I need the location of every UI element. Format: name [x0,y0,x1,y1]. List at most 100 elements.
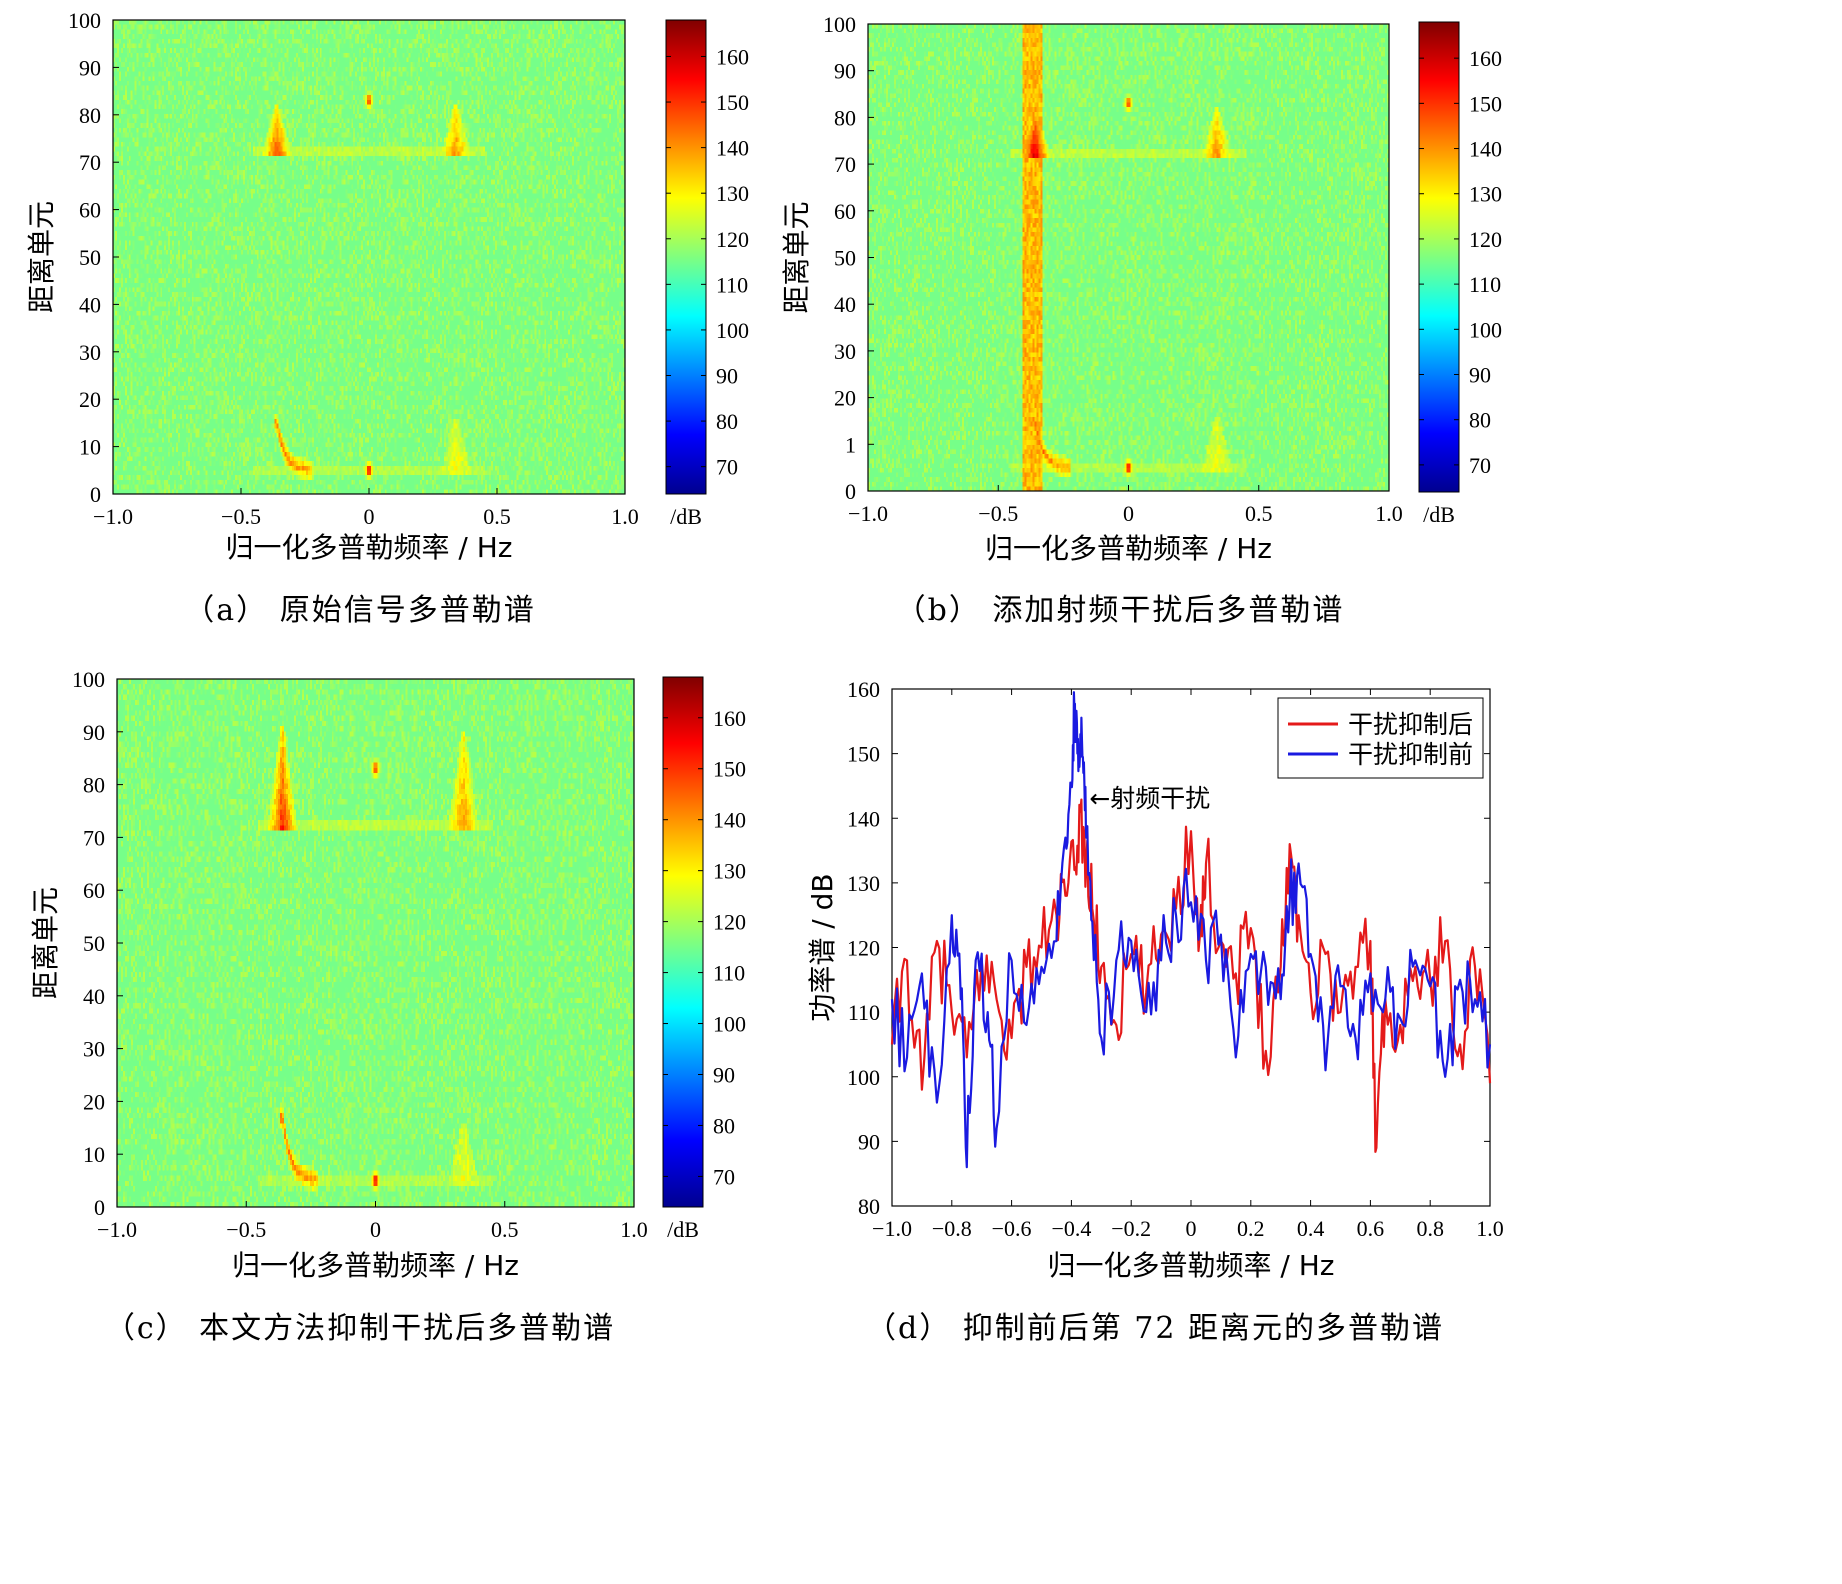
x-tick-label: −0.5 [226,1217,266,1242]
y-tick-label: 60 [83,878,105,903]
y-tick-label: 40 [83,984,105,1009]
x-tick-label: 0.4 [1297,1216,1325,1241]
colorbar-gradient [1418,21,1460,493]
y-tick-label: 0 [90,482,101,507]
y-tick-label: 30 [83,1037,105,1062]
y-axis-title: 距离单元 [780,201,813,313]
y-tick-label: 70 [83,825,105,850]
y-tick-label: 90 [858,1129,880,1154]
x-tick-label: 0 [1186,1216,1197,1241]
y-tick-label: 40 [834,292,856,317]
y-tick-label: 30 [834,339,856,364]
colorbar-tick-label: 150 [1469,91,1502,116]
colorbar-tick-label: 140 [713,808,746,833]
y-tick-label: 60 [79,198,101,223]
y-tick-label: 30 [79,340,101,365]
colorbar-tick-label: 100 [1469,317,1502,342]
colorbar-tick-label: 130 [716,181,749,206]
colorbar-tick-label: 130 [1469,182,1502,207]
colorbar-tick-label: 90 [713,1063,735,1088]
y-axis-title: 距离单元 [25,201,58,313]
x-axis-title: 归一化多普勒频率 / Hz [985,532,1272,565]
y-tick-label: 100 [823,12,856,37]
y-axis-title: 距离单元 [29,887,62,999]
y-tick-label: 0 [845,479,856,504]
x-tick-label: −0.2 [1111,1216,1151,1241]
colorbar-tick-label: 160 [716,44,749,69]
y-tick-label: 50 [834,246,856,271]
annotation-rf-interference: ←射频干扰 [1089,784,1210,813]
x-tick-label: −0.6 [992,1216,1032,1241]
x-tick-label: −0.5 [978,501,1018,526]
colorbar-tick-label: 160 [1469,46,1502,71]
colorbar-tick-label: 120 [716,227,749,252]
colorbar-tick-label: 90 [716,364,738,389]
panel-caption: （b） 添加射频干扰后多普勒谱 [896,593,1345,628]
colorbar-tick-label: 120 [713,910,746,935]
x-axis-title: 归一化多普勒频率 / Hz [1048,1249,1335,1282]
y-tick-label: 70 [834,152,856,177]
y-tick-label: 100 [72,667,105,692]
y-tick-label: 160 [847,677,880,702]
x-tick-label: 0.5 [491,1217,519,1242]
y-tick-label: 80 [79,103,101,128]
x-tick-label: 0.5 [483,504,511,529]
y-tick-label: 10 [79,435,101,460]
colorbar-tick-label: 100 [716,318,749,343]
heatmap-panel-c: 0 10 20 30 40 50 60 70 80 90 100 −1.0 −0.5 0 0.5 1.0 归一化… [29,667,746,1346]
colorbar-gradient [662,676,704,1208]
x-tick-label: −1.0 [848,501,888,526]
colorbar-tick-label: 140 [716,136,749,161]
y-tick-label: 100 [847,1065,880,1090]
colorbar-tick-label: 90 [1469,363,1491,388]
colorbar: 70 80 90 100 110 120 130 140 150 160/dB [665,19,749,529]
colorbar: 70 80 90 100 110 120 130 140 150 160/dB [1418,21,1502,527]
x-tick-label: 0 [370,1217,381,1242]
x-tick-label: 1.0 [620,1217,648,1242]
x-tick-label: 0.5 [1245,501,1273,526]
colorbar-tick-label: 160 [713,706,746,731]
y-tick-label: 1 [845,432,856,457]
legend-label: 干扰抑制后 [1348,710,1473,739]
colorbar-tick-label: 120 [1469,227,1502,252]
y-tick-label: 50 [79,245,101,270]
heatmap-panel-a: 0 10 20 30 40 50 60 70 80 90 100 −1.0 −0.5 0 0.5 1.0 归一化… [25,8,749,628]
series-line-before-suppression [890,691,1492,1169]
panel-caption: （a） 原始信号多普勒谱 [184,593,535,628]
y-tick-label: 10 [83,1142,105,1167]
colorbar: 70 80 90 100 110 120 130 140 150 160/dB [662,676,746,1242]
y-tick-label: 60 [834,199,856,224]
colorbar-unit: /dB [667,1217,699,1242]
y-axis-title: 功率谱 / dB [806,873,839,1021]
heatmap-image [117,679,634,1207]
x-tick-label: 1.0 [1476,1216,1504,1241]
x-tick-label: −0.4 [1051,1216,1091,1241]
y-tick-label: 100 [68,8,101,33]
y-tick-label: 80 [858,1194,880,1219]
panel-caption: （c） 本文方法抑制干扰后多普勒谱 [105,1311,615,1346]
colorbar-tick-label: 110 [716,272,748,297]
colorbar-gradient [665,19,707,495]
colorbar-tick-label: 100 [713,1012,746,1037]
x-tick-label: −0.8 [932,1216,972,1241]
x-tick-label: 0.6 [1357,1216,1385,1241]
x-tick-label: 1.0 [611,504,639,529]
x-tick-label: −1.0 [93,504,133,529]
colorbar-unit: /dB [670,504,702,529]
y-tick-label: 20 [834,386,856,411]
x-tick-label: −1.0 [872,1216,912,1241]
y-tick-label: 110 [848,1000,880,1025]
y-tick-label: 150 [847,742,880,767]
series-line-after-suppression [890,798,1492,1153]
colorbar-tick-label: 70 [713,1164,735,1189]
colorbar-tick-label: 80 [716,409,738,434]
x-tick-label: 0.2 [1237,1216,1265,1241]
legend-box [1277,697,1484,779]
y-tick-label: 90 [79,55,101,80]
heatmap-image [868,24,1389,491]
x-axis-title: 归一化多普勒频率 / Hz [232,1249,519,1282]
y-tick-label: 120 [847,936,880,961]
y-tick-label: 0 [94,1195,105,1220]
x-tick-label: −1.0 [97,1217,137,1242]
